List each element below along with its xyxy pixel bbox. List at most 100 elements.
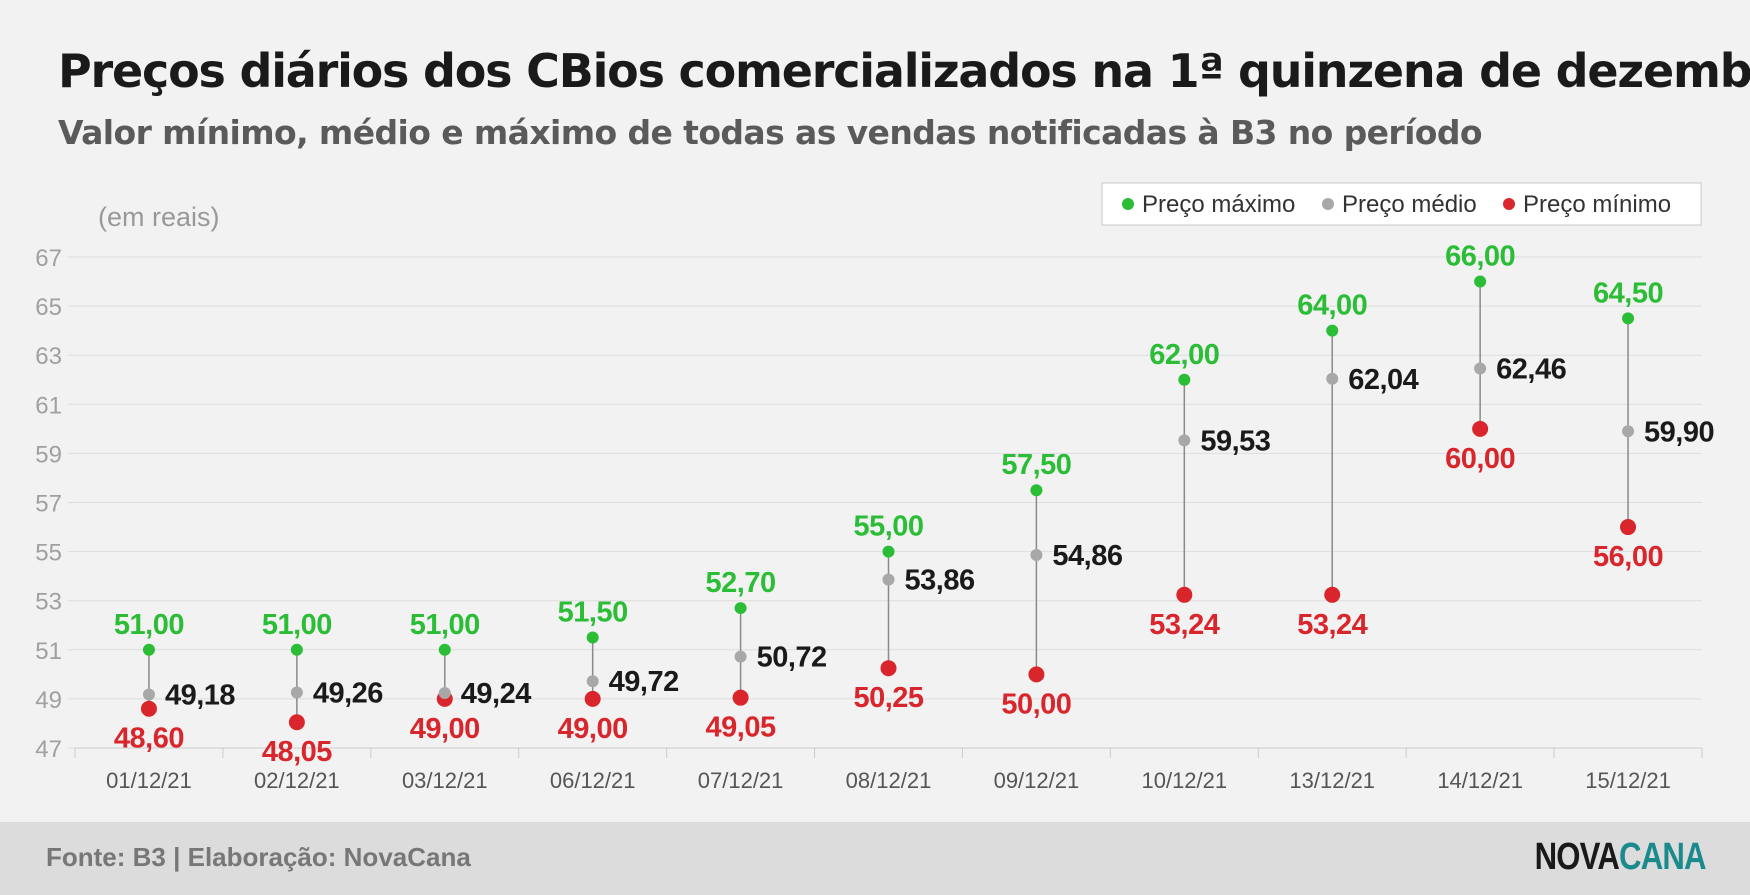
max-point-09/12/21 (1030, 484, 1043, 497)
mean-point-14/12/21 (1474, 362, 1487, 375)
x-tick-label-07/12/21: 07/12/21 (698, 768, 784, 793)
mean-point-09/12/21 (1030, 549, 1043, 562)
x-tick-label-09/12/21: 09/12/21 (994, 768, 1080, 793)
max-point-08/12/21 (882, 545, 895, 558)
min-label-06/12/21: 49,00 (558, 713, 628, 745)
max-point-07/12/21 (734, 602, 747, 615)
x-tick-label-14/12/21: 14/12/21 (1437, 768, 1523, 793)
mean-label-10/12/21: 59,53 (1200, 425, 1270, 457)
chart-subtitle: Valor mínimo, médio e máximo de todas as… (58, 113, 1483, 152)
mean-label-15/12/21: 59,90 (1644, 416, 1714, 448)
min-label-07/12/21: 49,05 (706, 712, 776, 744)
mean-point-01/12/21 (142, 688, 155, 701)
y-tick-47: 47 (35, 736, 62, 763)
y-tick-63: 63 (35, 343, 62, 370)
legend-marker-max (1122, 198, 1134, 210)
min-point-09/12/21 (1028, 666, 1045, 683)
min-point-06/12/21 (584, 690, 601, 707)
y-unit-label: (em reais) (98, 202, 220, 232)
max-label-07/12/21: 52,70 (706, 567, 776, 599)
legend-label-min: Preço mínimo (1523, 191, 1671, 218)
max-label-02/12/21: 51,00 (262, 609, 332, 641)
logo-nova: NOVA (1534, 836, 1620, 878)
min-label-08/12/21: 50,25 (853, 682, 923, 714)
mean-point-06/12/21 (586, 675, 599, 688)
y-tick-61: 61 (35, 392, 62, 419)
mean-point-03/12/21 (438, 687, 451, 700)
min-label-09/12/21: 50,00 (1001, 688, 1071, 720)
min-label-14/12/21: 60,00 (1445, 443, 1515, 475)
min-point-07/12/21 (732, 689, 749, 706)
mean-label-02/12/21: 49,26 (313, 678, 383, 710)
chart-title: Preços diários dos CBios comercializados… (58, 44, 1750, 98)
max-label-10/12/21: 62,00 (1149, 339, 1219, 371)
chart-area: (em reais) 47 49 51 53 55 57 59 61 63 65 67 01/12/21… (35, 182, 1715, 793)
mean-label-14/12/21: 62,46 (1496, 353, 1566, 385)
min-point-02/12/21 (288, 714, 305, 731)
min-point-13/12/21 (1324, 586, 1341, 603)
max-point-03/12/21 (438, 643, 451, 656)
max-label-15/12/21: 64,50 (1593, 277, 1663, 309)
max-point-10/12/21 (1178, 373, 1191, 386)
min-label-10/12/21: 53,24 (1149, 609, 1219, 641)
legend-label-max: Preço máximo (1142, 191, 1295, 218)
x-tick-label-13/12/21: 13/12/21 (1289, 768, 1375, 793)
max-label-14/12/21: 66,00 (1445, 241, 1515, 273)
mean-point-02/12/21 (290, 686, 303, 699)
max-label-13/12/21: 64,00 (1297, 290, 1367, 322)
mean-point-08/12/21 (882, 573, 895, 586)
y-tick-59: 59 (35, 441, 62, 468)
max-point-02/12/21 (290, 643, 303, 656)
max-point-14/12/21 (1474, 275, 1487, 288)
mean-label-09/12/21: 54,86 (1052, 540, 1122, 572)
x-tick-label-01/12/21: 01/12/21 (106, 768, 192, 793)
max-label-08/12/21: 55,00 (853, 511, 923, 543)
y-tick-65: 65 (35, 294, 62, 321)
legend-marker-min (1503, 198, 1515, 210)
legend-marker-mean (1322, 198, 1334, 210)
mean-label-07/12/21: 50,72 (757, 642, 827, 674)
y-tick-67: 67 (35, 245, 62, 272)
min-label-02/12/21: 48,05 (262, 736, 332, 768)
y-tick-57: 57 (35, 491, 62, 518)
y-tick-55: 55 (35, 540, 62, 567)
x-tick-label-10/12/21: 10/12/21 (1141, 768, 1227, 793)
mean-label-01/12/21: 49,18 (165, 679, 235, 711)
max-label-01/12/21: 51,00 (114, 609, 184, 641)
x-tick-label-15/12/21: 15/12/21 (1585, 768, 1671, 793)
novacana-logo: NOVACANA (1534, 836, 1707, 879)
mean-label-08/12/21: 53,86 (905, 565, 975, 597)
mean-point-15/12/21 (1622, 425, 1635, 438)
min-label-13/12/21: 53,24 (1297, 609, 1367, 641)
legend-box (1101, 182, 1702, 226)
source-text: Fonte: B3 | Elaboração: NovaCana (46, 842, 471, 872)
max-point-06/12/21 (586, 631, 599, 644)
footer-bar: Fonte: B3 | Elaboração: NovaCana NOVACAN… (0, 822, 1750, 895)
max-label-09/12/21: 57,50 (1001, 449, 1071, 481)
x-tick-label-03/12/21: 03/12/21 (402, 768, 488, 793)
max-point-15/12/21 (1622, 312, 1635, 325)
mean-label-13/12/21: 62,04 (1348, 364, 1418, 396)
mean-point-10/12/21 (1178, 434, 1191, 447)
mean-point-07/12/21 (734, 650, 747, 663)
legend: Preço máximo Preço médio Preço mínimo (1101, 182, 1702, 226)
logo-cana: CANA (1619, 836, 1707, 878)
x-tick-label-02/12/21: 02/12/21 (254, 768, 340, 793)
max-point-13/12/21 (1326, 324, 1339, 337)
mean-label-06/12/21: 49,72 (609, 666, 679, 698)
min-point-08/12/21 (880, 660, 897, 677)
min-label-01/12/21: 48,60 (114, 723, 184, 755)
min-point-15/12/21 (1620, 519, 1637, 536)
x-tick-label-08/12/21: 08/12/21 (846, 768, 932, 793)
min-label-15/12/21: 56,00 (1593, 541, 1663, 573)
min-point-01/12/21 (140, 700, 157, 717)
min-point-10/12/21 (1176, 586, 1193, 603)
min-label-03/12/21: 49,00 (410, 713, 480, 745)
max-point-01/12/21 (142, 643, 155, 656)
max-label-03/12/21: 51,00 (410, 609, 480, 641)
y-tick-53: 53 (35, 589, 62, 616)
y-tick-49: 49 (35, 687, 62, 714)
min-point-14/12/21 (1472, 420, 1489, 437)
x-tick-label-06/12/21: 06/12/21 (550, 768, 636, 793)
